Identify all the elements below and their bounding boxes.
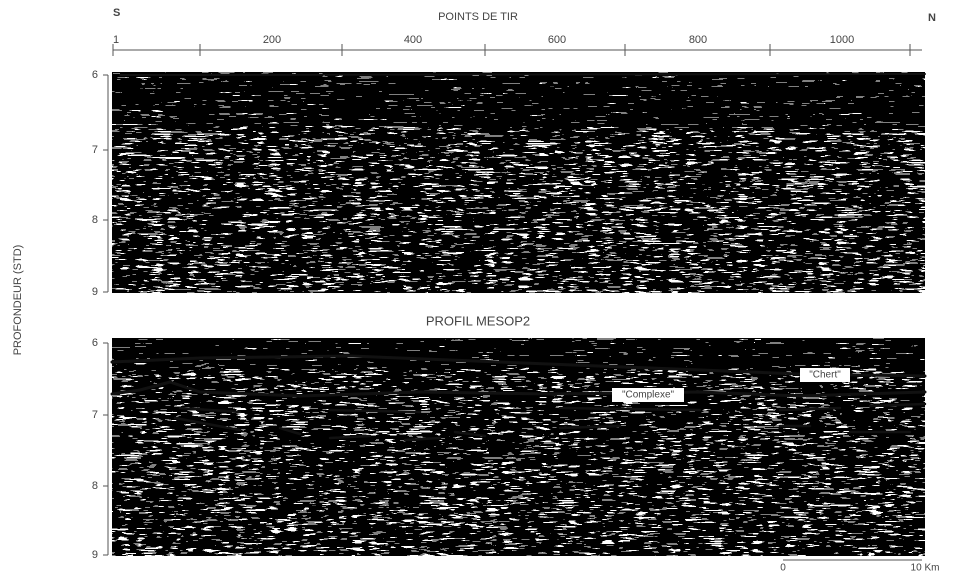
- seismic-shallow: [112, 72, 925, 127]
- north-label: N: [928, 12, 936, 24]
- depth-tick-label: 8: [92, 214, 98, 226]
- annotation: "Complexe": [622, 390, 675, 401]
- top-tick-label: 800: [689, 34, 707, 46]
- depth-tick-label: 7: [92, 409, 98, 421]
- depth-tick-label: 6: [92, 69, 98, 81]
- annotation: "Chert": [809, 370, 841, 381]
- depth-tick-label: 7: [92, 144, 98, 156]
- top-tick-label: 200: [263, 34, 281, 46]
- panel-title: PROFIL MESOP2: [426, 313, 530, 328]
- depth-tick-label: 8: [92, 480, 98, 492]
- top-axis-title: POINTS DE TIR: [438, 11, 518, 23]
- depth-tick-label: 9: [92, 549, 98, 561]
- reflector: [120, 74, 925, 75]
- top-tick-label: 600: [548, 34, 566, 46]
- depth-tick-label: 6: [92, 337, 98, 349]
- left-axis-title: PROFONDEUR (STD): [12, 245, 24, 356]
- top-tick-label: 1000: [830, 34, 854, 46]
- south-label: S: [113, 7, 120, 19]
- top-tick-label: 400: [404, 34, 422, 46]
- top-tick-label: 1: [113, 34, 119, 46]
- scale-start: 0: [780, 563, 786, 574]
- figure: S N POINTS DE TIR PROFONDEUR (STD) PROFI…: [0, 0, 953, 576]
- scale-end: 10 Km: [911, 563, 940, 574]
- depth-tick-label: 9: [92, 286, 98, 298]
